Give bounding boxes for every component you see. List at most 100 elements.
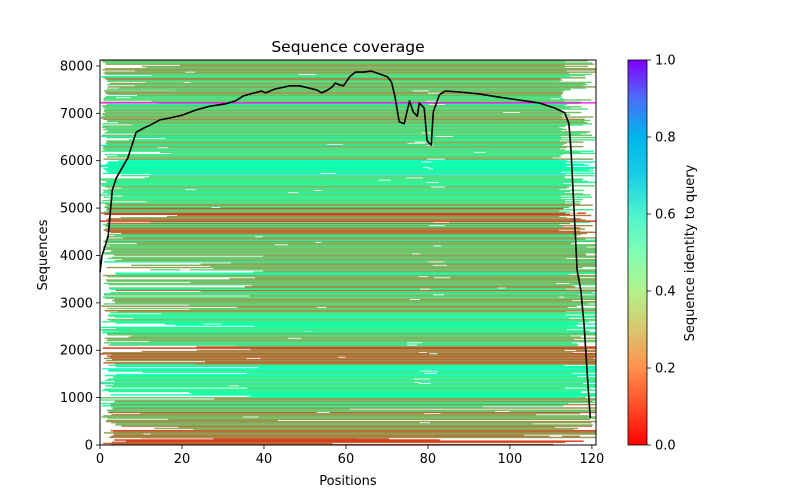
alignment-row	[105, 379, 596, 381]
alignment-row	[102, 172, 595, 175]
alignment-row	[110, 311, 596, 314]
alignment-row	[101, 179, 582, 181]
alignment-row	[105, 73, 592, 76]
alignment-gap	[315, 241, 322, 243]
alignment-row	[104, 205, 572, 208]
alignment-row	[107, 307, 596, 310]
alignment-gap	[287, 337, 302, 339]
alignment-row	[115, 327, 596, 330]
alignment-row	[110, 406, 483, 408]
alignment-row	[189, 308, 596, 311]
alignment-row	[110, 250, 596, 253]
alignment-row	[105, 169, 589, 171]
alignment-row	[247, 396, 579, 398]
alignment-row	[113, 377, 596, 379]
alignment-row	[107, 275, 596, 278]
alignment-row	[106, 120, 585, 123]
alignment-row	[103, 294, 579, 296]
alignment-row	[107, 238, 586, 240]
alignment-gap	[426, 181, 440, 183]
alignment-row	[131, 264, 596, 266]
alignment-row	[100, 220, 596, 222]
alignment-gap	[421, 161, 433, 163]
alignment-row	[107, 369, 596, 371]
coverage-heatmap	[100, 60, 596, 445]
alignment-row	[104, 97, 561, 99]
alignment-row	[103, 196, 593, 198]
alignment-row	[111, 443, 554, 445]
alignment-row	[168, 418, 591, 420]
alignment-row	[105, 111, 582, 114]
alignment-row	[115, 302, 596, 304]
alignment-row	[121, 425, 592, 427]
alignment-row	[106, 236, 575, 238]
y-tick-label: 1000	[60, 391, 93, 406]
alignment-gap	[406, 344, 418, 346]
alignment-row	[104, 91, 562, 93]
alignment-row	[118, 87, 587, 89]
alignment-row	[101, 252, 596, 254]
alignment-gap	[426, 144, 433, 146]
alignment-row	[247, 387, 565, 389]
alignment-row	[108, 161, 596, 163]
colorbar-gradient	[627, 59, 648, 446]
alignment-row	[109, 288, 566, 290]
alignment-row	[103, 282, 596, 285]
alignment-row	[101, 321, 590, 323]
alignment-row	[145, 81, 592, 84]
alignment-row	[106, 339, 596, 342]
alignment-row	[189, 304, 596, 306]
alignment-row	[114, 439, 440, 441]
alignment-row	[150, 221, 591, 223]
alignment-row	[111, 299, 573, 302]
alignment-row	[111, 197, 562, 200]
alignment-row	[166, 215, 560, 218]
alignment-row	[115, 424, 593, 426]
alignment-row	[104, 109, 562, 111]
alignment-row	[106, 266, 583, 269]
alignment-row	[101, 405, 564, 407]
alignment-row	[141, 65, 589, 68]
alignment-row	[107, 280, 595, 282]
alignment-row	[192, 393, 596, 395]
alignment-gap	[116, 97, 131, 99]
alignment-row	[102, 147, 567, 149]
alignment-gap	[559, 296, 565, 298]
coverage-curve-group	[99, 70, 592, 419]
alignment-gap	[274, 244, 288, 246]
alignment-row	[196, 346, 596, 348]
alignment-row	[105, 228, 585, 230]
alignment-row	[213, 267, 577, 270]
alignment-row	[121, 187, 567, 189]
alignment-row	[112, 376, 578, 378]
alignment-row	[102, 389, 596, 392]
alignment-gap	[242, 416, 259, 418]
alignment-row	[107, 204, 593, 206]
alignment-row	[128, 139, 596, 141]
alignment-row	[251, 395, 596, 397]
alignment-row	[149, 176, 565, 178]
alignment-row	[238, 345, 578, 347]
alignment-gap	[327, 143, 343, 145]
alignment-row	[103, 240, 596, 243]
alignment-gap	[433, 221, 450, 223]
alignment-row	[100, 402, 569, 405]
alignment-gap	[556, 282, 570, 284]
alignment-row	[150, 173, 566, 176]
alignment-row	[114, 234, 577, 237]
alignment-row	[135, 133, 581, 135]
alignment-gap	[228, 385, 239, 387]
alignment-row	[190, 281, 596, 284]
alignment-row	[106, 170, 594, 172]
y-tick-label: 8000	[60, 59, 93, 74]
alignment-row	[100, 194, 591, 196]
alignment-row	[102, 351, 573, 354]
x-tick-label: 0	[96, 452, 104, 467]
alignment-gap	[338, 356, 346, 358]
alignment-row	[102, 107, 571, 109]
alignment-row	[154, 427, 579, 430]
alignment-gap	[255, 236, 263, 238]
alignment-row	[114, 433, 596, 435]
alignment-row	[109, 233, 582, 236]
alignment-row	[144, 177, 565, 179]
